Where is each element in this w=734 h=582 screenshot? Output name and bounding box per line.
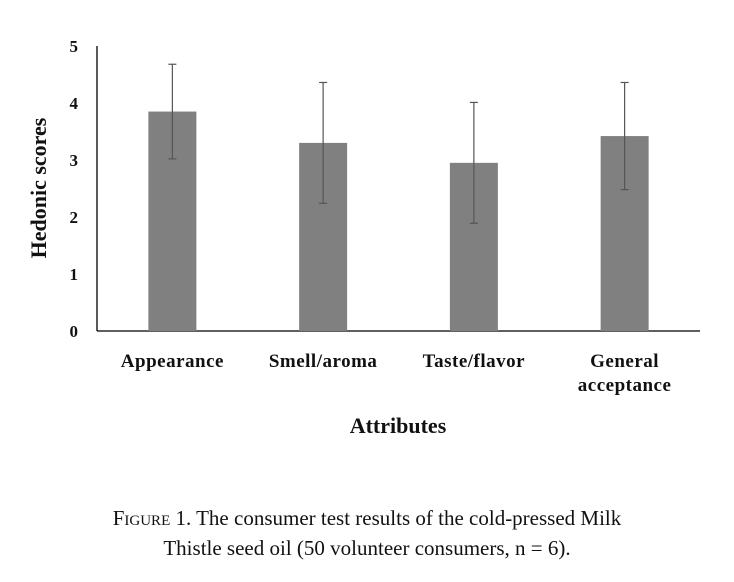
x-tick-label: acceptance <box>578 375 672 396</box>
caption-lead: Figure 1. <box>112 506 192 530</box>
x-tick-labels: Appearance Smell/aroma Taste/flavor General… <box>121 351 672 396</box>
y-tick-label: 2 <box>70 208 79 227</box>
y-axis-title: Hedonic scores <box>26 117 51 258</box>
y-tick-label: 3 <box>70 151 79 170</box>
x-tick-label: Smell/aroma <box>269 351 378 372</box>
axes <box>96 46 700 332</box>
error-bars <box>168 63 629 224</box>
caption-line2: Thistle seed oil (50 volunteer consumers… <box>163 536 571 560</box>
x-tick-label: Appearance <box>121 351 224 372</box>
bar-chart: 0 1 2 3 4 5 Appearance Smell/aroma Taste/flavor… <box>26 37 700 438</box>
y-tick-label: 1 <box>70 265 79 284</box>
y-tick-label: 5 <box>70 37 79 56</box>
caption-text: The consumer test results of the cold-pr… <box>191 506 622 530</box>
x-axis-title: Attributes <box>350 413 447 438</box>
bars <box>148 111 649 331</box>
x-tick-label: Taste/flavor <box>423 351 525 372</box>
y-tick-label: 0 <box>70 322 79 341</box>
y-tick-label: 4 <box>70 94 79 113</box>
y-ticks: 0 1 2 3 4 5 <box>70 37 79 341</box>
x-tick-label: General <box>590 351 659 372</box>
figure-caption: Figure 1. The consumer test results of t… <box>0 503 734 563</box>
